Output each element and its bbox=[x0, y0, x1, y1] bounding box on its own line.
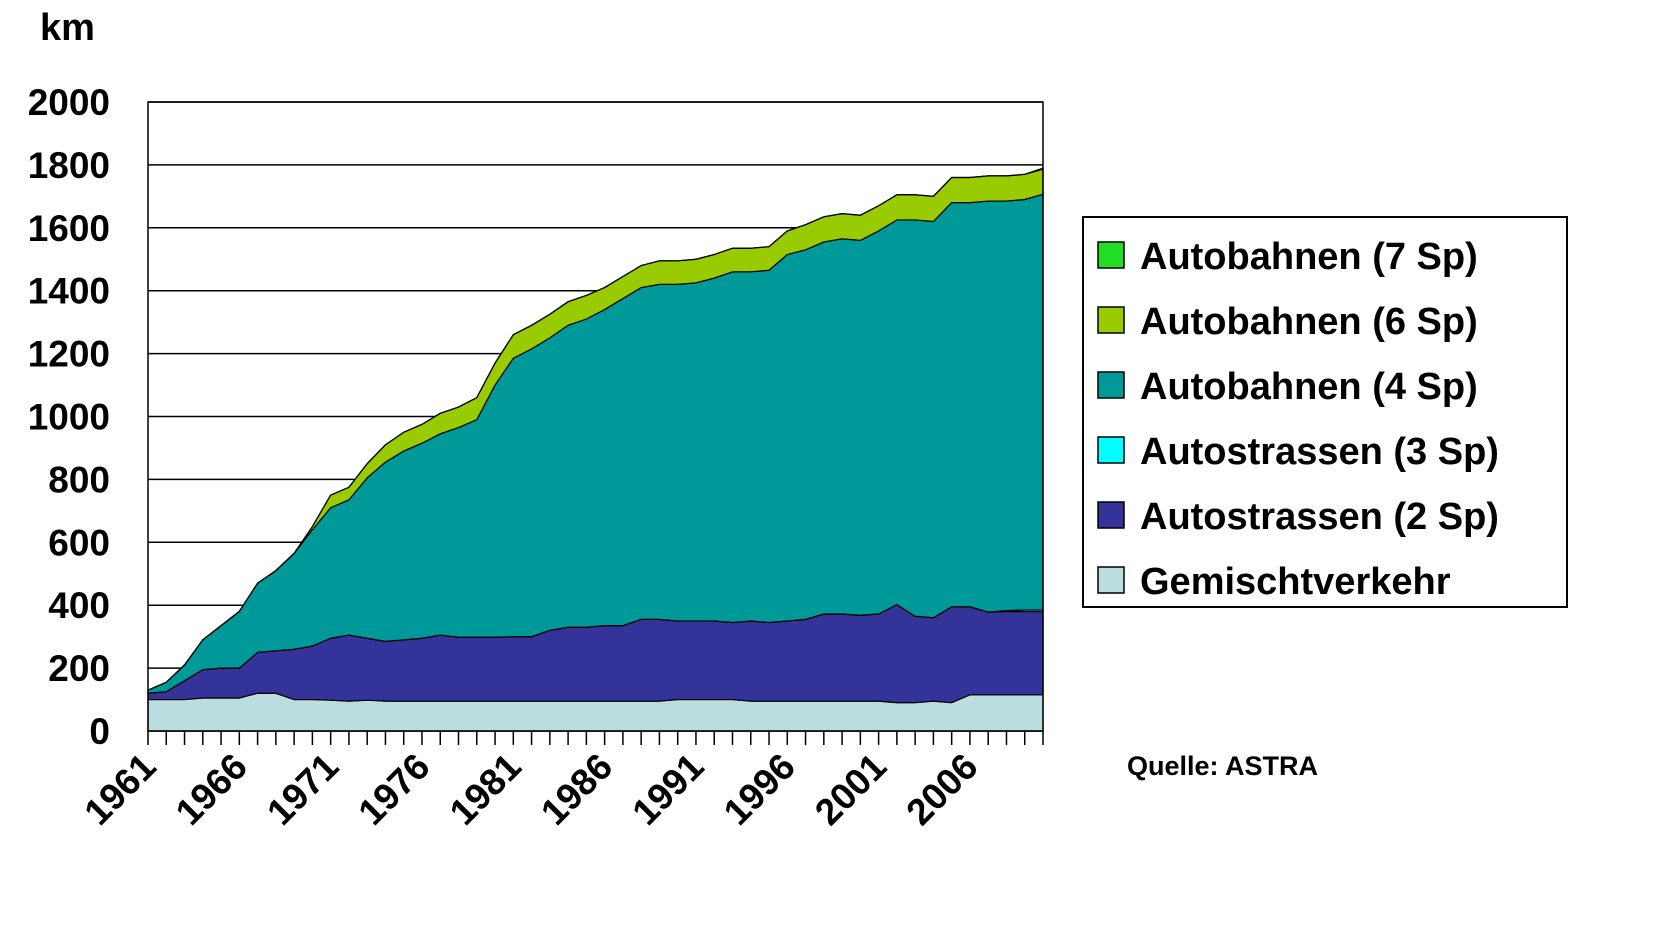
legend-swatch bbox=[1097, 566, 1125, 594]
legend-label: Gemischtverkehr bbox=[1140, 561, 1451, 603]
legend-label: Autobahnen (4 Sp) bbox=[1140, 366, 1478, 408]
legend-label: Autostrassen (2 Sp) bbox=[1140, 496, 1499, 538]
x-tick-label: 1981 bbox=[442, 746, 529, 833]
x-tick-label: 1996 bbox=[716, 746, 803, 833]
legend-swatch bbox=[1097, 241, 1125, 269]
legend-swatch bbox=[1097, 501, 1125, 529]
legend-swatch bbox=[1097, 436, 1125, 464]
legend-label: Autostrassen (3 Sp) bbox=[1140, 431, 1499, 473]
x-tick-label: 2001 bbox=[807, 746, 894, 833]
y-tick-label: 600 bbox=[48, 522, 110, 563]
y-tick-label: 1400 bbox=[28, 271, 110, 312]
y-tick-label: 400 bbox=[48, 585, 110, 626]
y-tick-label: 1000 bbox=[28, 397, 110, 438]
x-tick-label: 1971 bbox=[259, 746, 346, 833]
y-tick-label: 2000 bbox=[28, 82, 110, 123]
x-tick-label: 1976 bbox=[350, 746, 437, 833]
plot-frame bbox=[147, 101, 1044, 732]
y-tick-label: 200 bbox=[48, 648, 110, 689]
legend-swatch bbox=[1097, 306, 1125, 334]
legend-label: Autobahnen (6 Sp) bbox=[1140, 301, 1478, 343]
y-tick-label: 1200 bbox=[28, 334, 110, 375]
x-tick-label: 1961 bbox=[76, 746, 163, 833]
y-axis-label: km bbox=[40, 7, 95, 49]
y-tick-label: 1600 bbox=[28, 208, 110, 249]
x-tick-label: 1991 bbox=[624, 746, 711, 833]
legend-box bbox=[1082, 216, 1568, 608]
source-note: Quelle: ASTRA bbox=[1127, 751, 1318, 781]
x-tick-label: 1986 bbox=[533, 746, 620, 833]
x-tick-label: 1966 bbox=[168, 746, 255, 833]
y-tick-label: 800 bbox=[48, 459, 110, 500]
y-tick-label: 0 bbox=[89, 711, 110, 752]
legend-swatch bbox=[1097, 371, 1125, 399]
x-tick-label: 2006 bbox=[898, 746, 985, 833]
legend-label: Autobahnen (7 Sp) bbox=[1140, 236, 1478, 278]
y-tick-label: 1800 bbox=[28, 145, 110, 186]
